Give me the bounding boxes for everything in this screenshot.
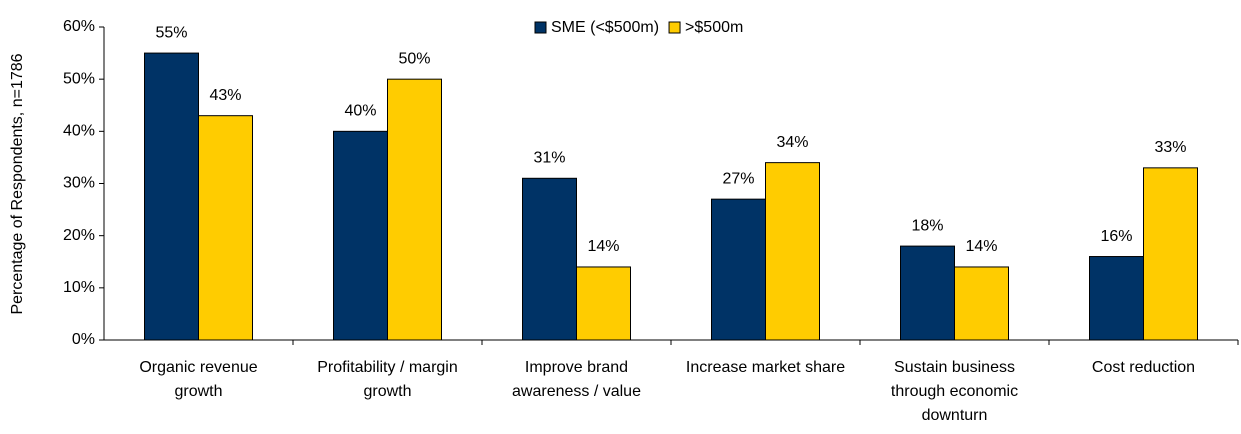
value-label: 40% — [344, 103, 376, 120]
x-tick-label: Increase market share — [685, 359, 846, 376]
value-label: 14% — [587, 238, 619, 255]
x-tick-label: Organic revenue growth — [139, 359, 258, 400]
y-tick-label: 40% — [63, 123, 95, 140]
value-label: 31% — [533, 150, 565, 167]
y-tick-label: 30% — [63, 175, 95, 192]
y-tick-label: 10% — [63, 279, 95, 296]
y-tick-label: 50% — [63, 70, 95, 87]
y-tick-label: 0% — [72, 331, 95, 348]
legend-swatch — [534, 21, 547, 34]
value-label: 55% — [155, 24, 187, 41]
bar — [333, 130, 388, 341]
bar — [198, 115, 253, 341]
bar — [522, 177, 577, 341]
legend-label: SME (<$500m) — [551, 19, 659, 36]
bar — [954, 266, 1009, 341]
value-label: 16% — [1100, 228, 1132, 245]
bar — [1143, 167, 1198, 341]
legend-swatch — [668, 21, 681, 34]
bar — [144, 52, 199, 341]
value-label: 34% — [776, 134, 808, 151]
bar — [900, 245, 955, 341]
bar — [711, 198, 766, 341]
value-label: 27% — [722, 170, 754, 187]
legend-label: >$500m — [685, 19, 743, 36]
value-label: 50% — [398, 50, 430, 67]
x-tick-label: Profitability / margin growth — [317, 359, 458, 400]
bar — [387, 78, 442, 341]
value-label: 18% — [911, 217, 943, 234]
y-tick-label: 60% — [63, 18, 95, 35]
x-tick-label: Improve brand awareness / value — [512, 359, 641, 400]
value-label: 14% — [965, 238, 997, 255]
value-label: 43% — [209, 87, 241, 104]
x-tick-label: Sustain business through economic downtu… — [890, 359, 1019, 424]
x-tick-label: Cost reduction — [1091, 359, 1196, 376]
y-tick-label: 20% — [63, 227, 95, 244]
value-label: 33% — [1154, 139, 1186, 156]
bar — [765, 162, 820, 341]
y-axis-label: Percentage of Respondents, n=1786 — [9, 53, 26, 314]
bar — [1089, 256, 1144, 341]
bar — [576, 266, 631, 341]
